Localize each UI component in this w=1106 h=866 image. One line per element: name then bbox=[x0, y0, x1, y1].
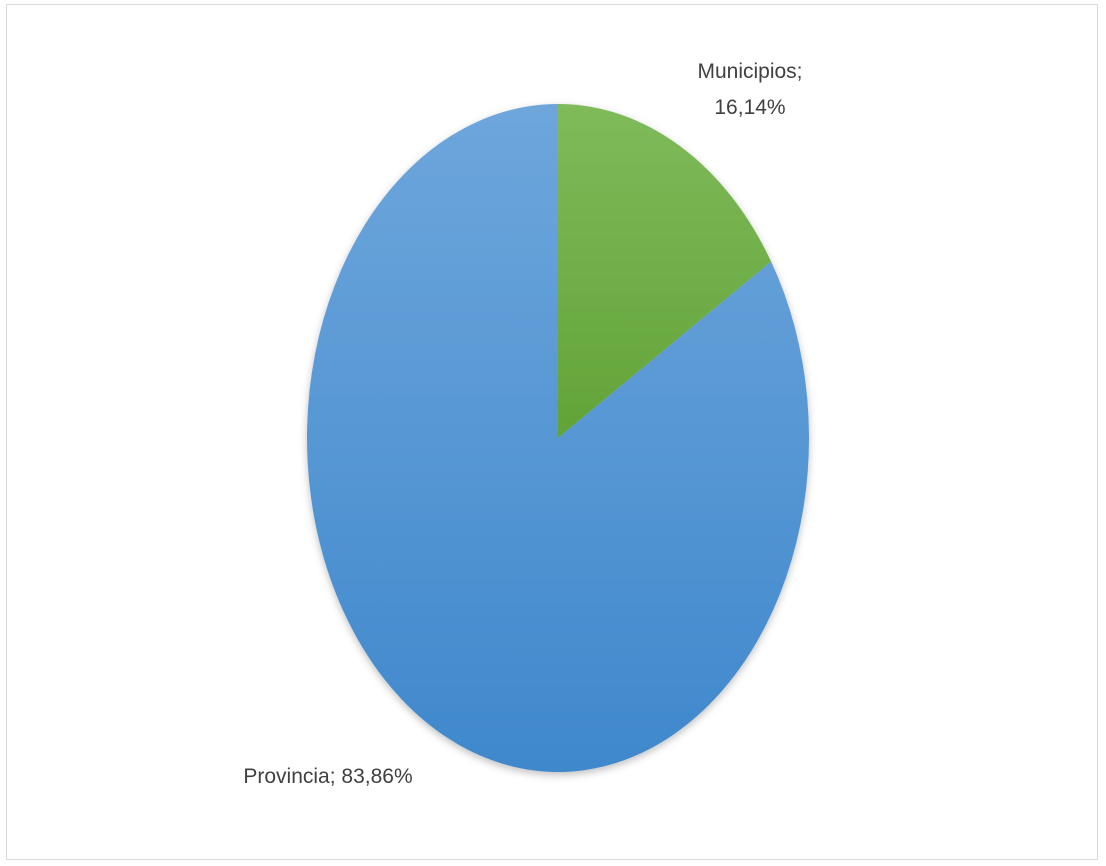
pie-slice-provincia bbox=[306, 104, 809, 772]
pie-slices bbox=[306, 104, 809, 772]
pie-data-labels: Municipios; 16,14% Provincia; 83,86% bbox=[243, 60, 802, 788]
data-label-line: Municipios; bbox=[697, 60, 802, 83]
data-label-municipios: Municipios; 16,14% bbox=[697, 60, 802, 119]
data-label-provincia: Provincia; 83,86% bbox=[243, 765, 412, 788]
data-label-line: Provincia; 83,86% bbox=[243, 765, 412, 788]
pie-slice-municipios bbox=[558, 104, 772, 438]
data-label-line: 16,14% bbox=[714, 96, 785, 119]
